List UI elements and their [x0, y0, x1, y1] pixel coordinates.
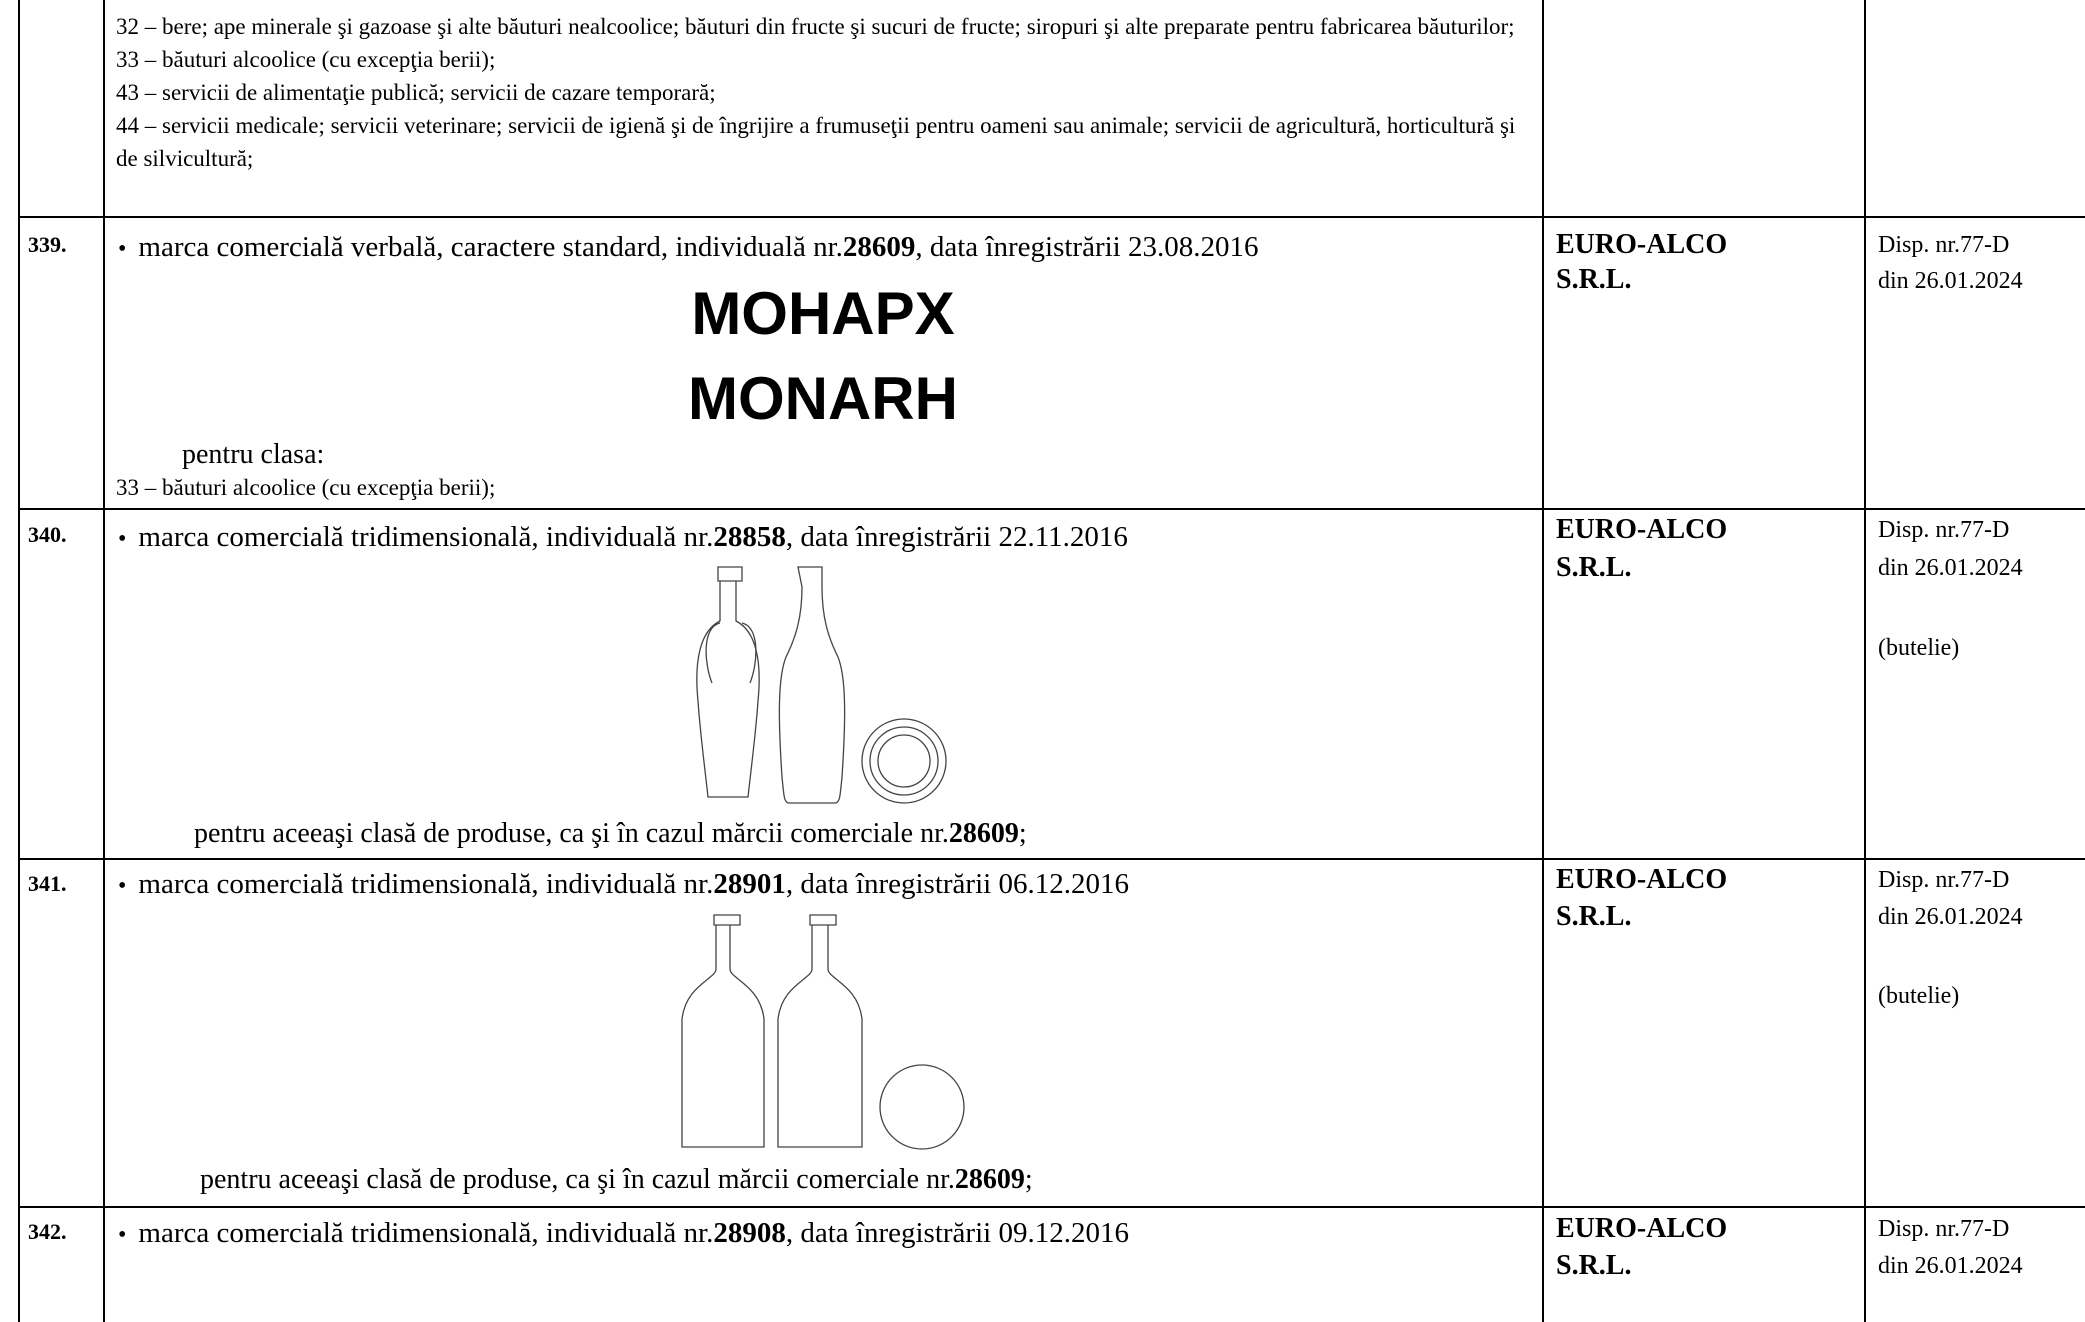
- reg-number: 28609: [842, 231, 916, 263]
- ref-number: 28609: [954, 1164, 1025, 1195]
- note-text: pentru aceeaşi clasă de produse, ca şi î…: [194, 818, 949, 849]
- class-item: 32 – bere; ape minerale şi gazoase şi al…: [116, 14, 1515, 39]
- mark-text: marca comercială tridimensională, indivi…: [138, 868, 714, 900]
- decision: Disp. nr.77-D: [1878, 517, 2010, 543]
- mark-line: marca comercială tridimensională, indivi…: [118, 866, 1129, 904]
- note-text: ;: [1024, 1164, 1033, 1195]
- decision: din 26.01.2024: [1878, 268, 2023, 294]
- mark-line: marca comercială tridimensională, indivi…: [118, 1215, 1129, 1253]
- note: pentru aceeaşi clasă de produse, ca şi î…: [200, 1162, 1033, 1198]
- table-border: [19, 508, 2085, 510]
- class-item: 44 – servicii medicale; servicii veterin…: [116, 113, 1516, 171]
- row-number: 342.: [28, 1219, 67, 1244]
- mark-text: marca comercială verbală, caractere stan…: [138, 231, 843, 263]
- row-number: 339.: [28, 232, 67, 257]
- decision: (butelie): [1878, 983, 1960, 1009]
- note: pentru aceeaşi clasă de produse, ca şi î…: [194, 816, 1027, 852]
- row-number: 340.: [28, 522, 67, 547]
- owner: S.R.L.: [1556, 552, 1632, 583]
- mark-line: marca comercială tridimensională, indivi…: [118, 519, 1128, 557]
- note-text: ;: [1018, 818, 1027, 849]
- mark-text: , data înregistrării 23.08.2016: [915, 231, 1259, 263]
- table-border: [1864, 0, 1866, 1322]
- mark-line: marca comercială verbală, caractere stan…: [118, 229, 1258, 267]
- ref-number: 28609: [948, 818, 1019, 849]
- table-border: [1542, 0, 1544, 1322]
- word-mark: MONARH: [688, 365, 958, 432]
- owner: EURO-ALCO: [1556, 1213, 1728, 1244]
- mark-text: , data înregistrării 06.12.2016: [785, 868, 1129, 900]
- mark-text: marca comercială tridimensională, indivi…: [138, 1217, 714, 1249]
- reg-number: 28908: [713, 1217, 786, 1249]
- class-item: 33 – băuturi alcoolice (cu excepţia beri…: [116, 47, 496, 72]
- owner: EURO-ALCO: [1556, 229, 1728, 260]
- mark-text: , data înregistrării 09.12.2016: [785, 1217, 1129, 1249]
- owner: S.R.L.: [1556, 901, 1632, 932]
- decision: Disp. nr.77-D: [1878, 232, 2010, 258]
- owner: S.R.L.: [1556, 264, 1632, 295]
- decision: Disp. nr.77-D: [1878, 867, 2010, 893]
- decision: Disp. nr.77-D: [1878, 1216, 2010, 1242]
- owner: S.R.L.: [1556, 1250, 1632, 1281]
- decision: din 26.01.2024: [1878, 555, 2023, 581]
- note-text: pentru aceeaşi clasă de produse, ca şi î…: [200, 1164, 955, 1195]
- owner: EURO-ALCO: [1556, 514, 1728, 545]
- table-border: [18, 0, 20, 1322]
- mark-text: , data înregistrării 22.11.2016: [785, 521, 1128, 553]
- class-list: 32 – bere; ape minerale şi gazoase şi al…: [116, 10, 1536, 175]
- reg-number: 28901: [713, 868, 786, 900]
- class-heading: pentru clasa:: [182, 439, 325, 470]
- reg-number: 28858: [713, 521, 786, 553]
- word-mark: MOHAPX: [691, 280, 955, 347]
- decision: din 26.01.2024: [1878, 1253, 2023, 1279]
- table-border: [19, 1206, 2085, 1208]
- bottle-drawing: [696, 566, 947, 804]
- table-border: [19, 216, 2085, 218]
- mark-text: marca comercială tridimensională, indivi…: [138, 521, 714, 553]
- owner: EURO-ALCO: [1556, 864, 1728, 895]
- decision: din 26.01.2024: [1878, 904, 2023, 930]
- bottle-drawing: [681, 914, 965, 1150]
- decision: (butelie): [1878, 635, 1960, 661]
- row-number: 341.: [28, 871, 67, 896]
- class-item: 33 – băuturi alcoolice (cu excepţia beri…: [116, 475, 496, 500]
- table-border: [103, 0, 105, 1322]
- class-item: 43 – servicii de alimentaţie publică; se…: [116, 80, 716, 105]
- table-border: [19, 858, 2085, 860]
